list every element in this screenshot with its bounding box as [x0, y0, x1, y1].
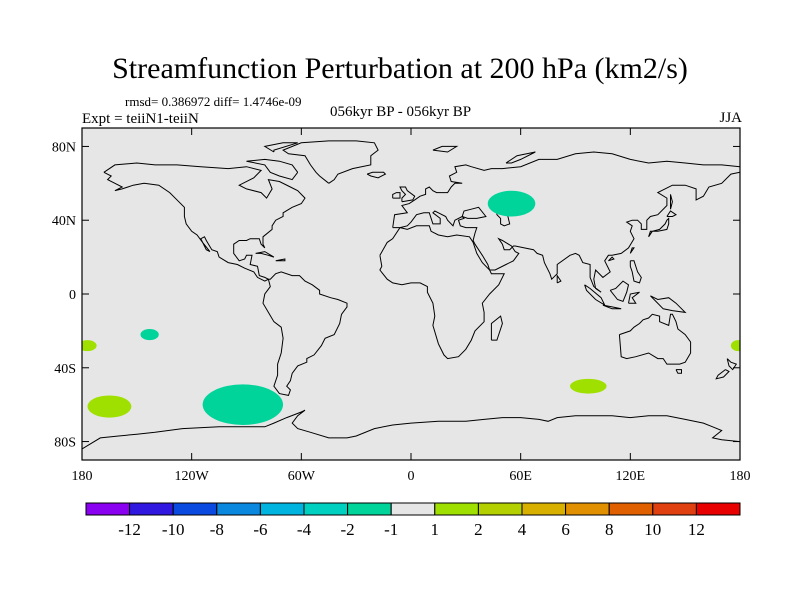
colorbar-box — [521, 502, 567, 516]
coastline-svalbard — [432, 145, 459, 153]
map-panel — [82, 128, 740, 460]
colorbar-box — [565, 502, 610, 516]
colorbar-box — [303, 502, 349, 516]
colorbar-label: -10 — [162, 520, 185, 539]
coastline-new-zealand-north — [726, 358, 738, 371]
plot-title: Streamfunction Perturbation at 200 hPa (… — [112, 52, 688, 85]
coastline-sri-lanka — [556, 273, 562, 284]
colorbar-label: -8 — [210, 520, 224, 539]
colorbar-box — [652, 502, 697, 516]
rmsd-diff-stats: rmsd= 0.386972 diff= 1.4746e-09 — [125, 94, 302, 109]
coastline-antarctica — [82, 409, 740, 450]
colorbar-label: -4 — [297, 520, 312, 539]
coastline-australia — [618, 313, 692, 365]
coastline-japan — [648, 217, 670, 238]
coastline-hispaniola — [275, 258, 286, 262]
coastline-eurasia — [392, 151, 740, 293]
lat-tick-label: 80N — [52, 140, 76, 155]
anomaly-contours — [82, 190, 740, 425]
coastline-iceland — [366, 171, 387, 179]
coastline-taiwan — [629, 247, 635, 254]
coastline-new-guinea — [650, 295, 687, 314]
colorbar: -12 -10 -8 -6 -4 -2 -1 1 2 4 6 8 10 12 — [85, 502, 741, 539]
colorbar-box — [347, 502, 392, 516]
season-label: JJA — [719, 110, 742, 126]
coastline-ireland — [392, 192, 401, 199]
period-label: 056kyr BP - 056kyr BP — [330, 104, 472, 120]
colorbar-label: 10 — [644, 520, 661, 539]
coastline-cuba — [255, 251, 275, 258]
anomaly-south-pacific-far-west — [87, 395, 132, 418]
coastline-tasmania — [675, 369, 682, 374]
colorbar-label: 8 — [605, 520, 614, 539]
colorbar-label: -6 — [253, 520, 267, 539]
coastline-ellesmere-island — [263, 142, 298, 153]
colorbar-label: 2 — [474, 520, 483, 539]
colorbar-label: 1 — [431, 520, 440, 539]
anomaly-south-pacific-west — [140, 329, 159, 341]
coastline-black-sea — [461, 206, 487, 219]
anomaly-central-asia — [487, 190, 536, 217]
coastline-south-america — [262, 271, 348, 396]
coastlines — [82, 140, 740, 450]
anomaly-dateline-east — [730, 340, 740, 352]
coastline-madagascar — [490, 315, 503, 341]
colorbar-box — [129, 502, 174, 516]
lon-tick-label: 60W — [288, 469, 316, 484]
colorbar-label: 4 — [518, 520, 527, 539]
experiment-label: Expt = teiiN1-teiiN — [82, 111, 199, 127]
colorbar-label: -2 — [341, 520, 355, 539]
lat-tick-label: 80S — [54, 436, 76, 451]
coastline-sakhalin — [670, 194, 673, 210]
colorbar-label: -1 — [384, 520, 398, 539]
colorbar-box — [259, 502, 305, 516]
coastline-sulawesi — [628, 291, 640, 304]
colorbar-label: -12 — [118, 520, 141, 539]
coastline-greenland — [282, 140, 379, 184]
lon-tick-label: 180 — [72, 469, 93, 484]
coastline-africa — [379, 225, 506, 360]
axis-ticks: 80N 40N 0 40S 80S 180 120W 60W 0 60E 120E 180 — [52, 128, 751, 484]
colorbar-box — [85, 502, 131, 516]
coastline-philippines — [629, 260, 642, 284]
colorbar-box — [477, 502, 523, 516]
coastline-novaya-zemlya — [505, 151, 536, 164]
colorbar-label: 12 — [688, 520, 705, 539]
anomaly-south-pacific-east — [202, 384, 284, 425]
colorbar-box — [434, 502, 479, 516]
lat-tick-label: 0 — [69, 288, 76, 303]
coastline-hokkaido — [666, 210, 677, 217]
lon-tick-label: 120E — [616, 469, 646, 484]
lat-tick-label: 40N — [52, 214, 76, 229]
lon-tick-label: 120W — [175, 469, 210, 484]
colorbar-box — [390, 502, 436, 516]
coastline-java — [602, 304, 622, 310]
anomaly-southern-indian-ocean — [570, 378, 607, 394]
map-background — [82, 128, 740, 460]
coastline-north-america — [103, 162, 306, 282]
colorbar-box — [172, 502, 218, 516]
anomaly-dateline-west — [82, 340, 97, 352]
colorbar-box — [216, 502, 261, 516]
coastline-new-zealand-south — [715, 369, 730, 380]
lon-tick-label: 180 — [730, 469, 751, 484]
coastline-baffin-island — [246, 158, 299, 181]
coastline-hainan — [608, 256, 615, 262]
coastline-borneo — [609, 280, 630, 303]
coastline-great-britain — [399, 186, 416, 203]
colorbar-box — [695, 502, 741, 516]
colorbar-box — [608, 502, 654, 516]
lat-tick-label: 40S — [54, 362, 76, 377]
lon-tick-label: 0 — [408, 469, 415, 484]
lon-tick-label: 60E — [509, 469, 532, 484]
colorbar-label: 6 — [561, 520, 570, 539]
